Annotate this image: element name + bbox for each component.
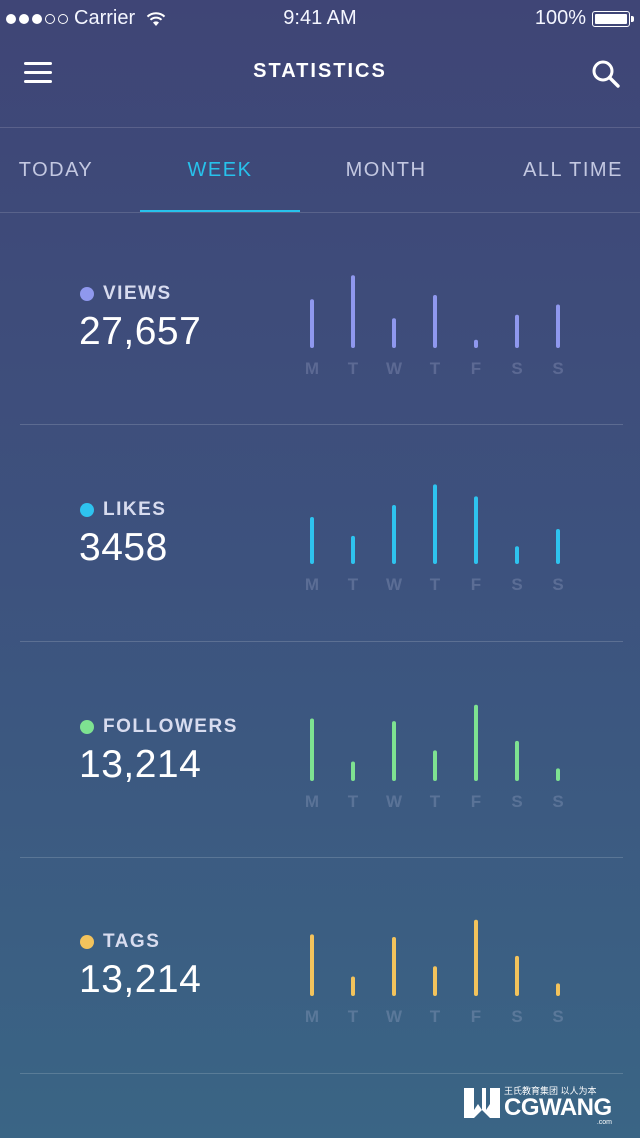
day-tick-label: F	[471, 792, 481, 811]
tab-week[interactable]: WEEK	[187, 159, 253, 181]
stat-value: 27,657	[79, 310, 202, 353]
day-tick-label: W	[386, 792, 403, 811]
day-tick-label: T	[430, 1007, 441, 1026]
row-divider	[20, 424, 623, 425]
stat-value: 13,214	[79, 958, 202, 1001]
stat-label: VIEWS	[103, 283, 172, 304]
page-title: STATISTICS	[253, 60, 387, 82]
day-tick-label: M	[305, 575, 319, 594]
period-tabs: TODAY WEEK MONTH ALL TIME	[0, 128, 640, 212]
day-tick-label: T	[348, 792, 359, 811]
row-divider	[20, 857, 623, 858]
day-tick-label: F	[471, 575, 481, 594]
nav-bar: STATISTICS	[0, 36, 640, 126]
tags-color-dot	[80, 935, 94, 949]
day-tick-label: T	[430, 575, 441, 594]
day-tick-label: F	[471, 359, 481, 378]
stat-value: 13,214	[79, 743, 202, 786]
cgwang-logo-icon	[464, 1088, 500, 1118]
carrier-label: Carrier	[74, 7, 136, 29]
stat-tags: TAGS 13,214 M T W T F S S	[0, 860, 640, 1076]
row-divider	[20, 641, 623, 642]
header-divider	[0, 127, 640, 128]
status-time: 9:41 AM	[283, 7, 357, 29]
stat-label: TAGS	[103, 931, 161, 952]
day-tick-label: T	[430, 359, 441, 378]
day-tick-label: T	[348, 359, 359, 378]
tabs-divider	[0, 212, 640, 213]
stat-label-row: VIEWS	[80, 283, 172, 305]
followers-color-dot	[80, 720, 94, 734]
stat-likes: LIKES 3458 M T W T F S S	[0, 428, 640, 644]
row-divider	[20, 1073, 623, 1074]
day-tick-label: S	[511, 575, 522, 594]
day-tick-label: F	[471, 1007, 481, 1026]
stat-label-row: TAGS	[80, 931, 160, 953]
day-tick-label: T	[348, 575, 359, 594]
watermark-chinese-text: 王氏教育集团 以人为本	[504, 1086, 597, 1096]
day-tick-label: S	[511, 359, 522, 378]
tab-month[interactable]: MONTH	[345, 159, 427, 181]
search-icon[interactable]	[590, 58, 622, 90]
hamburger-menu-icon[interactable]	[24, 62, 54, 86]
stat-label-row: FOLLOWERS	[80, 716, 238, 738]
stat-followers: FOLLOWERS 13,214 M T W T F S S	[0, 645, 640, 861]
active-tab-indicator	[140, 210, 300, 212]
signal-strength-icon	[6, 13, 68, 24]
day-tick-label: W	[386, 359, 403, 378]
day-tick-label: T	[430, 792, 441, 811]
status-right: 100%	[534, 7, 634, 30]
stat-views: VIEWS 27,657 M T W T F S S	[0, 212, 640, 428]
battery-percent: 100%	[534, 7, 586, 29]
stat-label: LIKES	[103, 499, 167, 520]
status-bar: Carrier 9:41 AM 100%	[0, 0, 640, 36]
watermark-logo: 王氏教育集团 以人为本 CGWANG .com	[462, 1082, 612, 1126]
day-tick-label: W	[386, 575, 403, 594]
day-tick-label: S	[552, 575, 563, 594]
wifi-icon	[146, 11, 166, 26]
likes-color-dot	[80, 503, 94, 517]
day-tick-label: M	[305, 1007, 319, 1026]
tab-today[interactable]: TODAY	[18, 159, 94, 181]
tab-all-time[interactable]: ALL TIME	[523, 159, 623, 181]
day-tick-label: S	[552, 1007, 563, 1026]
day-tick-label: T	[348, 1007, 359, 1026]
day-tick-label: S	[511, 1007, 522, 1026]
stat-label-row: LIKES	[80, 499, 166, 521]
day-tick-label: M	[305, 792, 319, 811]
views-color-dot	[80, 287, 94, 301]
day-tick-label: W	[386, 1007, 403, 1026]
day-tick-label: M	[305, 359, 319, 378]
watermark-brand-text: CGWANG	[504, 1094, 612, 1121]
battery-icon	[592, 10, 634, 27]
status-left: Carrier	[6, 7, 167, 30]
day-tick-label: S	[552, 359, 563, 378]
day-tick-label: S	[552, 792, 563, 811]
watermark-domain-text: .com	[596, 1119, 612, 1126]
stat-value: 3458	[79, 526, 168, 569]
stat-label: FOLLOWERS	[103, 716, 238, 737]
day-tick-label: S	[511, 792, 522, 811]
